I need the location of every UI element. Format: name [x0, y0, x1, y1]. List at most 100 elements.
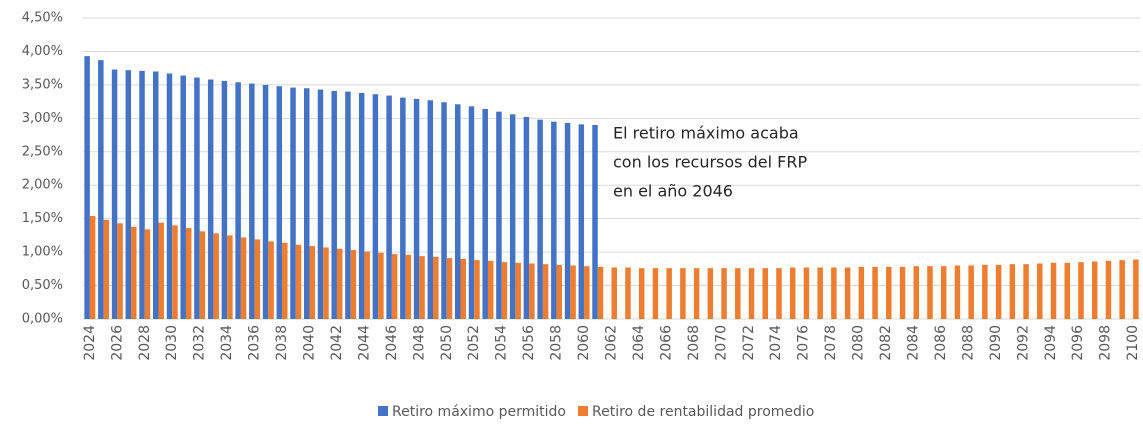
bar [776, 268, 782, 319]
x-tick-label: 2044 [356, 325, 372, 361]
bar [611, 267, 617, 319]
bar [789, 267, 796, 319]
bar [172, 225, 178, 319]
bar [378, 252, 384, 319]
bar [117, 223, 123, 319]
bar [844, 267, 851, 319]
x-tick-label: 2092 [1015, 325, 1031, 361]
bar [207, 79, 214, 319]
bar [89, 215, 96, 319]
bar [652, 268, 659, 319]
x-tick-label: 2032 [192, 325, 208, 361]
bar [455, 104, 461, 319]
bar [968, 265, 974, 319]
bar [103, 220, 110, 319]
x-tick-label: 2098 [1098, 325, 1114, 361]
bar [350, 250, 357, 319]
bar [537, 119, 543, 319]
x-tick-label: 2066 [658, 325, 674, 361]
x-tick-label: 2052 [466, 325, 482, 361]
bar [240, 237, 247, 319]
bar [290, 87, 296, 319]
x-tick-label: 2074 [768, 325, 784, 361]
bar [1037, 263, 1043, 319]
y-tick-label: 2,00% [22, 178, 63, 193]
x-tick-label: 2100 [1125, 325, 1141, 361]
bar [831, 267, 837, 319]
bar [249, 83, 255, 319]
bar [487, 260, 494, 319]
bar [496, 111, 502, 320]
x-tick-label: 2050 [439, 325, 455, 361]
bar [391, 254, 398, 319]
y-tick-label: 1,50% [22, 211, 63, 226]
bar [413, 98, 420, 320]
bar [570, 265, 576, 319]
y-tick-label: 3,50% [22, 77, 63, 92]
y-tick-label: 4,00% [22, 44, 63, 59]
bar [578, 124, 585, 319]
bar [1091, 261, 1098, 319]
bar [386, 95, 392, 319]
y-tick-label: 0,00% [22, 312, 63, 327]
annotation: en el año 2046 [613, 182, 733, 201]
x-tick-label: 2046 [384, 325, 400, 361]
bar [227, 235, 233, 319]
x-tick-label: 2062 [604, 325, 620, 361]
bar [954, 265, 961, 319]
bar [235, 82, 241, 319]
x-tick-label: 2034 [219, 325, 235, 361]
annotation: con los recursos del FRP [613, 153, 807, 172]
bar [899, 266, 906, 319]
x-tick-label: 2054 [494, 325, 510, 361]
bar [638, 268, 645, 319]
x-tick-label: 2084 [906, 325, 922, 361]
bar [597, 266, 604, 319]
bar [762, 268, 768, 319]
bar [995, 264, 1002, 319]
bar [309, 246, 315, 319]
bar [199, 231, 206, 319]
bar [509, 114, 516, 319]
bar [940, 266, 947, 319]
x-tick-label: 2080 [851, 325, 867, 361]
x-tick-label: 2048 [411, 325, 427, 361]
bar [1119, 260, 1125, 319]
bar [194, 77, 200, 319]
x-tick-label: 2094 [1043, 325, 1059, 361]
legend-label: Retiro máximo permitido [392, 404, 566, 420]
bar [282, 242, 288, 319]
bar [364, 251, 370, 319]
legend-swatch [378, 406, 388, 416]
bar [441, 102, 447, 319]
bar [139, 70, 145, 319]
x-tick-label: 2078 [823, 325, 839, 361]
bar [1009, 264, 1016, 319]
x-tick-label: 2024 [82, 325, 98, 361]
y-tick-label: 0,50% [22, 278, 63, 293]
bar [405, 254, 412, 319]
bar [144, 229, 151, 319]
bar [542, 264, 549, 319]
bar [556, 264, 563, 319]
bar [523, 116, 530, 320]
bar [748, 268, 755, 319]
bar [345, 91, 351, 319]
y-tick-label: 2,50% [22, 144, 63, 159]
bar [460, 258, 466, 319]
bar [913, 266, 919, 319]
x-tick-label: 2096 [1070, 325, 1086, 361]
bar [304, 88, 310, 319]
x-tick-label: 2038 [274, 325, 290, 361]
bar [693, 268, 700, 319]
legend-swatch [578, 406, 588, 416]
annotation: El retiro máximo acaba [613, 124, 799, 143]
x-tick-label: 2072 [741, 325, 757, 361]
bar [529, 263, 535, 319]
bar [158, 222, 164, 319]
bar [185, 228, 192, 319]
legend-label: Retiro de rentabilidad promedio [592, 404, 814, 420]
x-tick-label: 2042 [329, 325, 345, 361]
bar [1078, 262, 1084, 319]
